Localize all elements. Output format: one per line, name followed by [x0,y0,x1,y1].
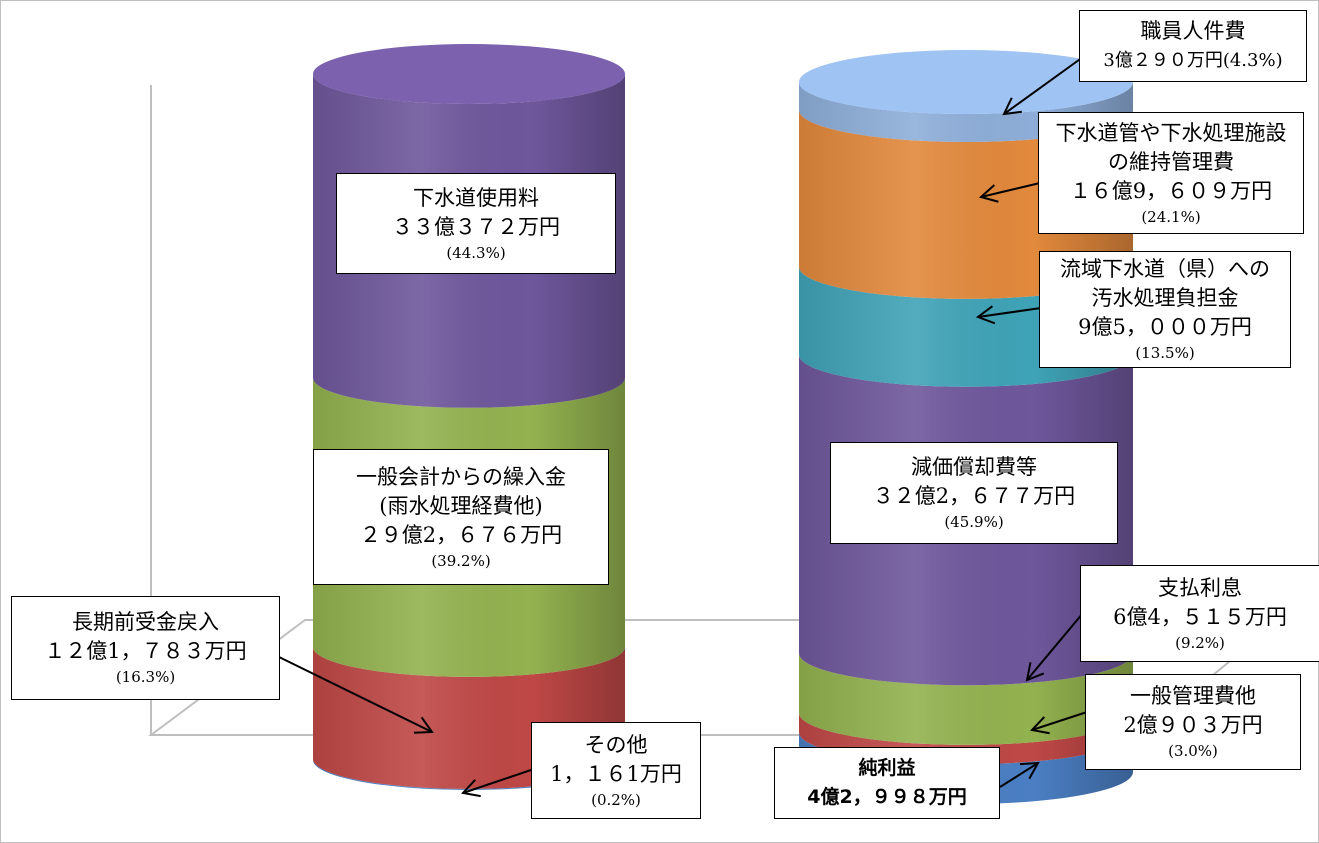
arrow-maintenance-head [978,184,999,203]
label-general-transfer-percent: (39.2%) [431,551,491,570]
arrow-interest-head [1025,662,1045,682]
label-general-transfer-amount: ２９億2，６７６万円 [359,522,563,547]
label-net-profit-name: 純利益 [858,757,916,779]
arrow-personnel [1003,56,1084,115]
arrow-net-profit-head [1019,761,1040,780]
label-personnel: 職員人件費 3億２９０万円(4.3%) [1079,10,1307,82]
label-long-term-name: 長期前受金戻入 [72,610,219,634]
label-net-profit-amount: 4億2，９９８万円 [807,786,967,808]
label-depreciation-name: 減価償却費等 [911,455,1037,479]
label-other-income-percent: (0.2%) [591,790,641,809]
label-interest-percent: (9.2%) [1175,633,1225,652]
label-personnel-name: 職員人件費 [1140,19,1246,43]
arrow-interest [1026,612,1084,681]
label-sewer-fee: 下水道使用料 ３３億３７２万円 (44.3%) [336,173,616,274]
label-admin-name: 一般管理費他 [1130,684,1256,708]
label-long-term-amount: １２億1，７８３万円 [44,639,247,663]
label-depreciation-percent: (45.9%) [944,513,1004,531]
label-admin: 一般管理費他 2億９０３万円 (3.0%) [1085,674,1301,770]
arrow-long-term [276,655,433,733]
label-general-transfer-name: 一般会計からの繰入金 [356,464,566,489]
label-sewer-fee-name: 下水道使用料 [413,185,539,210]
cylinder-top-cap [313,44,625,104]
label-long-term-percent: (16.3%) [115,668,176,686]
arrows [276,56,1088,798]
arrow-admin-head [1030,716,1050,735]
cylinder-top-cap [799,50,1133,114]
label-sewer-fee-amount: ３３億３７２万円 [392,214,560,239]
label-sewer-fee-percent: (44.3%) [446,243,506,262]
arrow-maintenance [980,182,1041,198]
label-basin-name-2: 汚水処理負担金 [1091,286,1239,310]
label-depreciation-amount: ３２億2，６７７万円 [872,484,1076,508]
label-maintenance-name: 下水道管や下水処理施設 [1055,120,1287,145]
arrow-other-income-head [461,779,481,798]
cylinder-1 [313,44,625,790]
segment-shading [799,653,1133,745]
label-maintenance-amount: １６億9，６０９万円 [1069,178,1273,203]
label-other-income: その他 1，１６1万円 (0.2%) [531,722,701,819]
arrow-other-income [462,769,532,794]
arrow-basin [977,307,1042,318]
label-general-transfer: 一般会計からの繰入金 (雨水処理経費他) ２９億2，６７６万円 (39.2%) [313,449,609,585]
label-maintenance-name-2: の維持管理費 [1108,149,1234,174]
label-basin: 流域下水道（県）への 汚水処理負担金 9億5，０００万円 (13.5%) [1039,251,1291,368]
label-other-income-amount: 1，１６1万円 [550,761,682,786]
label-depreciation: 減価償却費等 ３２億2，６７７万円 (45.9%) [830,442,1118,544]
arrow-personnel-head [1002,97,1022,116]
label-long-term: 長期前受金戻入 １２億1，７８３万円 (16.3%) [11,596,280,700]
label-net-profit: 純利益 4億2，９９８万円 [774,747,1000,819]
label-maintenance: 下水道管や下水処理施設 の維持管理費 １６億9，６０９万円 (24.1%) [1038,112,1304,234]
label-other-income-name: その他 [584,732,648,757]
arrow-basin-head [975,305,996,325]
arrow-admin [1031,711,1088,731]
label-basin-percent: (13.5%) [1135,344,1195,362]
label-maintenance-percent: (24.1%) [1141,207,1201,226]
label-basin-amount: 9億5，０００万円 [1078,315,1252,339]
label-general-transfer-note: (雨水処理経費他) [379,493,543,518]
label-basin-name: 流域下水道（県）への [1060,257,1270,281]
label-interest-amount: 6億4，５１５万円 [1113,604,1287,629]
label-interest: 支払利息 6億4，５１５万円 (9.2%) [1080,565,1319,662]
arrow-net-profit [999,762,1039,788]
label-admin-amount: 2億９０３万円 [1123,713,1263,737]
label-interest-name: 支払利息 [1158,575,1242,600]
arrow-long-term-head [413,716,434,734]
label-admin-percent: (3.0%) [1168,742,1218,760]
label-personnel-amount: 3億２９０万円(4.3%) [1103,50,1283,71]
